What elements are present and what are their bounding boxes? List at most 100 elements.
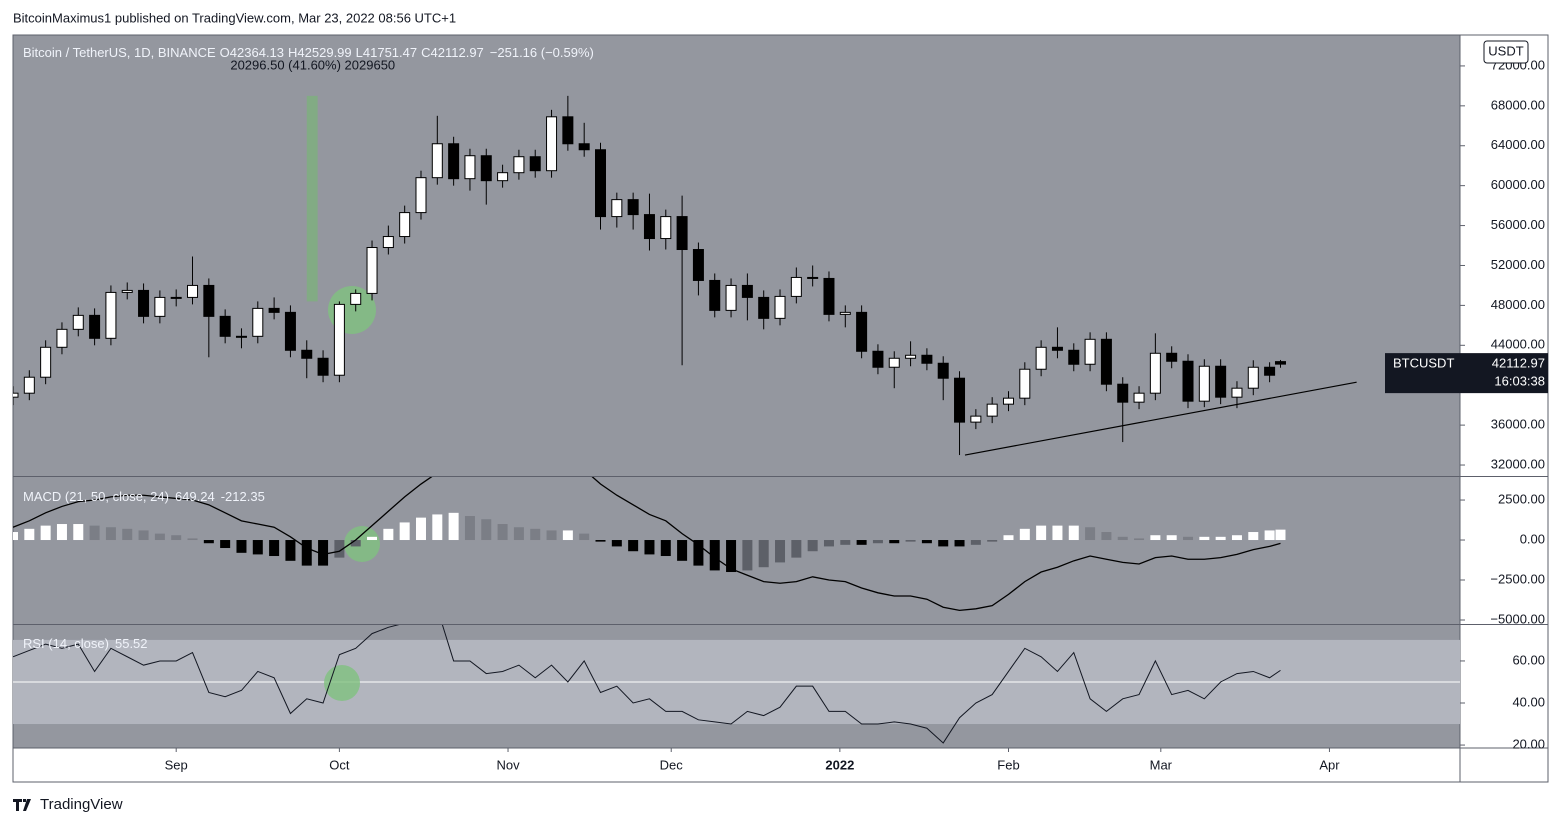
candle-body: [513, 156, 525, 174]
histogram-bar: [1264, 530, 1275, 541]
candle-body: [823, 277, 835, 315]
candle-body: [219, 315, 231, 337]
histogram-bar: [1085, 527, 1096, 541]
histogram-bar: [562, 530, 573, 541]
candle-body: [105, 291, 117, 339]
brand-logo: [13, 799, 31, 811]
histogram-bar: [530, 528, 541, 541]
candle-body: [1274, 361, 1286, 365]
rsi-background: [13, 639, 1460, 725]
candle-body: [921, 354, 933, 364]
measure-label: 20296.50 (41.60%) 2029650: [230, 57, 395, 72]
histogram-bar: [644, 540, 655, 555]
rsi-line: [13, 625, 1281, 744]
candle-body: [905, 354, 917, 359]
y-tick-label: 32000.00: [1491, 456, 1545, 471]
candle-body: [1231, 387, 1243, 398]
histogram-bar: [464, 516, 475, 541]
macd-title: MACD (21, 50, close, 24): [23, 489, 169, 504]
histogram-bar: [791, 540, 802, 558]
histogram-bar: [905, 540, 916, 542]
candle-body: [301, 349, 313, 359]
y-tick-label: 64000.00: [1491, 137, 1545, 152]
histogram-bar: [1134, 538, 1145, 541]
histogram-bar: [660, 540, 671, 557]
rsi-pane: [13, 625, 1281, 744]
candle-body: [1182, 360, 1194, 402]
candle-body: [709, 279, 721, 311]
y-tick-label: 60.00: [1512, 652, 1545, 667]
candle-body: [121, 289, 133, 293]
price-tag-symbol: BTCUSDT: [1393, 356, 1454, 371]
measure-range: [306, 95, 318, 302]
candle-body: [40, 346, 52, 378]
histogram-bar: [807, 540, 818, 552]
candle-body: [23, 376, 35, 394]
histogram-bar: [546, 530, 557, 541]
candle-body: [1084, 338, 1096, 365]
y-tick-label: 52000.00: [1491, 257, 1545, 272]
histogram-bar: [171, 535, 182, 541]
candle-body: [448, 143, 460, 180]
highlight-circle: [344, 526, 380, 562]
histogram-bar: [709, 540, 720, 571]
candle-body: [758, 296, 770, 319]
candle-body: [1198, 365, 1210, 402]
candle-body: [954, 377, 966, 423]
candle-body: [317, 357, 329, 376]
histogram-bar: [350, 540, 361, 547]
candle-body: [1051, 346, 1063, 351]
candle-body: [1264, 366, 1276, 376]
ohlc-value: 41751.47: [363, 45, 417, 60]
candle-body: [382, 236, 394, 249]
histogram-bar: [938, 540, 949, 547]
trendline: [964, 381, 1357, 456]
candle-body: [187, 284, 199, 298]
histogram-bar: [448, 512, 459, 541]
histogram-bar: [1231, 535, 1242, 541]
x-tick-label: 2022: [825, 757, 854, 772]
histogram-bar: [742, 540, 753, 571]
histogram-bar: [1199, 536, 1210, 541]
histogram-bar: [840, 540, 851, 545]
candle-body: [284, 311, 296, 351]
x-tick-label: Sep: [165, 757, 188, 772]
candle-body: [595, 149, 607, 218]
histogram-bar: [677, 540, 688, 561]
candle-body: [970, 415, 982, 423]
macd-line: [13, 477, 1281, 612]
candle-body: [1035, 346, 1047, 370]
candle-body: [741, 284, 753, 298]
change: −251.16 (−0.59%): [490, 45, 594, 60]
candle-body: [839, 311, 851, 315]
candle-body: [415, 177, 427, 214]
candle-body: [725, 284, 737, 311]
histogram-bar: [138, 530, 149, 541]
histogram-bar: [56, 524, 67, 541]
byline: BitcoinMaximus1 published on TradingView…: [13, 10, 456, 25]
candle-body: [170, 296, 182, 299]
histogram-bar: [513, 527, 524, 541]
ohlc-label: O: [220, 45, 230, 60]
candle-body: [366, 247, 378, 294]
candle-body: [235, 335, 247, 338]
chart-frame: [12, 34, 1549, 783]
price-tag-countdown: 16:03:38: [1494, 374, 1545, 389]
ohlc-label: H: [288, 45, 297, 60]
histogram-bar: [758, 540, 769, 568]
price-tag-value: 42112.97: [1492, 356, 1545, 371]
histogram-bar: [236, 540, 247, 553]
histogram-bar: [921, 540, 932, 544]
histogram-bar: [187, 538, 198, 541]
histogram-bar: [73, 524, 84, 541]
histogram-bar: [367, 536, 378, 541]
ohlc-value: 42529.99: [297, 45, 351, 60]
candle-body: [676, 216, 688, 251]
candle-body: [1166, 352, 1178, 362]
candle-body: [350, 292, 362, 305]
candle-body: [660, 216, 672, 240]
histogram-bar: [105, 527, 116, 541]
histogram-bar: [1019, 528, 1030, 541]
macd-value: -212.35: [221, 489, 265, 504]
